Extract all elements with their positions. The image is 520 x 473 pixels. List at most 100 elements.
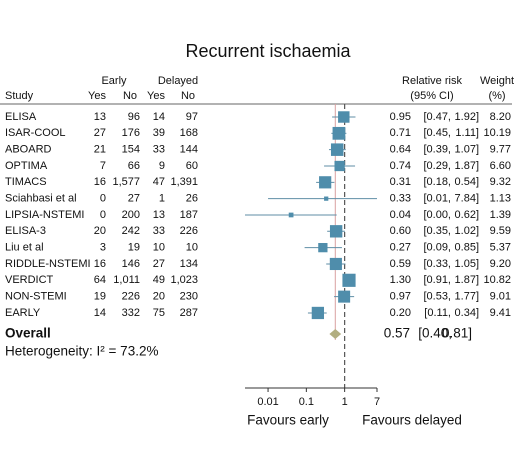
table-cell: 13 xyxy=(153,209,165,221)
table-cell: 9.32 xyxy=(490,176,511,188)
table-cell: 0.60 xyxy=(390,225,411,237)
table-cell: 1.05] xyxy=(455,258,479,270)
x-label-left: Favours early xyxy=(247,413,329,428)
table-cell: 0.85] xyxy=(455,242,479,254)
table-cell: 33 xyxy=(153,144,165,156)
overall-value: [0.40, xyxy=(418,326,452,341)
table-cell: 154 xyxy=(122,144,140,156)
effect-square xyxy=(318,243,328,253)
table-cell: 10.19 xyxy=(483,127,511,139)
overall-value: 0.57 xyxy=(384,326,410,341)
chart-title: Recurrent ischaemia xyxy=(185,41,351,61)
table-cell: [0.11, xyxy=(424,307,451,319)
column-header: (95% CI) xyxy=(410,90,453,102)
x-tick-label: 1 xyxy=(342,396,348,408)
table-cell: 19 xyxy=(94,291,106,303)
table-cell: 27 xyxy=(153,258,165,270)
table-cell: 0.64 xyxy=(390,144,411,156)
table-cell: 0.71 xyxy=(390,127,411,139)
table-cell: 0.31 xyxy=(390,176,411,188)
table-cell: 1.11] xyxy=(455,127,479,139)
table-cell: 9.41 xyxy=(490,307,511,319)
table-cell: 16 xyxy=(94,176,106,188)
study-name: OPTIMA xyxy=(5,160,48,172)
study-name: ABOARD xyxy=(5,144,52,156)
table-cell: 1.77] xyxy=(455,291,479,303)
table-cell: 176 xyxy=(122,127,140,139)
effect-square xyxy=(342,273,356,287)
effect-square xyxy=(311,306,325,320)
table-cell: 64 xyxy=(94,274,106,286)
table-cell: 0.95 xyxy=(390,111,411,123)
table-cell: 14 xyxy=(153,111,165,123)
table-cell: 20 xyxy=(94,225,106,237)
table-cell: 20 xyxy=(153,291,165,303)
table-cell: 1.02] xyxy=(455,225,479,237)
table-cell: 10.82 xyxy=(483,274,511,286)
table-cell: 39 xyxy=(153,127,165,139)
table-cell: 60 xyxy=(186,160,198,172)
table-cell: 10 xyxy=(186,242,198,254)
table-cell: 134 xyxy=(180,258,198,270)
table-cell: 9.20 xyxy=(490,258,511,270)
table-cell: 27 xyxy=(94,127,106,139)
study-name: VERDICT xyxy=(5,274,54,286)
table-cell: 0.20 xyxy=(390,307,411,319)
table-cell: 0.97 xyxy=(390,291,411,303)
table-cell: [0.35, xyxy=(423,225,451,237)
table-cell: [0.53, xyxy=(423,291,451,303)
x-label-right: Favours delayed xyxy=(362,413,462,428)
effect-square xyxy=(338,290,351,303)
study-name: RIDDLE-NSTEMI xyxy=(5,258,91,270)
effect-square xyxy=(288,212,294,218)
effect-square xyxy=(334,160,345,172)
table-cell: 14 xyxy=(94,307,106,319)
table-cell: 1.39 xyxy=(490,209,511,221)
table-cell: 0.74 xyxy=(390,160,411,172)
table-cell: 16 xyxy=(94,258,106,270)
overall-value: 0.81] xyxy=(442,326,472,341)
table-cell: [0.39, xyxy=(423,144,451,156)
table-cell: 0.27 xyxy=(390,242,411,254)
effect-square xyxy=(319,176,332,189)
effect-square xyxy=(324,196,329,201)
table-cell: 9 xyxy=(159,160,165,172)
study-name: ELISA-3 xyxy=(5,225,46,237)
table-cell: 1.92] xyxy=(455,111,479,123)
column-header: No xyxy=(181,90,195,102)
column-header: Study xyxy=(5,90,34,102)
study-name: TIMACS xyxy=(5,176,47,188)
table-cell: 187 xyxy=(180,209,198,221)
table-cell: 287 xyxy=(180,307,198,319)
study-name: ELISA xyxy=(5,111,37,123)
effect-square xyxy=(329,257,342,271)
table-cell: 144 xyxy=(180,144,198,156)
effect-square xyxy=(329,225,343,238)
table-cell: 26 xyxy=(186,193,198,205)
table-cell: 0 xyxy=(100,193,106,205)
column-header: Relative risk xyxy=(402,75,462,87)
table-cell: 1.13 xyxy=(490,193,511,205)
study-name: Liu et al xyxy=(5,242,44,254)
table-cell: [0.33, xyxy=(423,258,451,270)
table-cell: 0.62] xyxy=(455,209,479,221)
table-cell: 7 xyxy=(100,160,106,172)
study-name: ISAR-COOL xyxy=(5,127,66,139)
table-cell: 66 xyxy=(128,160,140,172)
table-cell: [0.00, xyxy=(423,209,451,221)
x-tick-label: 0.1 xyxy=(299,396,314,408)
table-cell: 21 xyxy=(94,144,106,156)
table-cell: 332 xyxy=(122,307,140,319)
column-header: Weight xyxy=(480,75,514,87)
study-name: NON-STEMI xyxy=(5,291,67,303)
table-cell: 6.60 xyxy=(490,160,511,172)
table-cell: 97 xyxy=(186,111,198,123)
table-cell: 27 xyxy=(128,193,140,205)
table-cell: 8.20 xyxy=(490,111,511,123)
overall-diamond xyxy=(329,329,342,339)
column-header: Yes xyxy=(147,90,165,102)
table-cell: 1,577 xyxy=(112,176,140,188)
table-cell: 0 xyxy=(100,209,106,221)
table-cell: 33 xyxy=(153,225,165,237)
table-cell: 168 xyxy=(180,127,198,139)
